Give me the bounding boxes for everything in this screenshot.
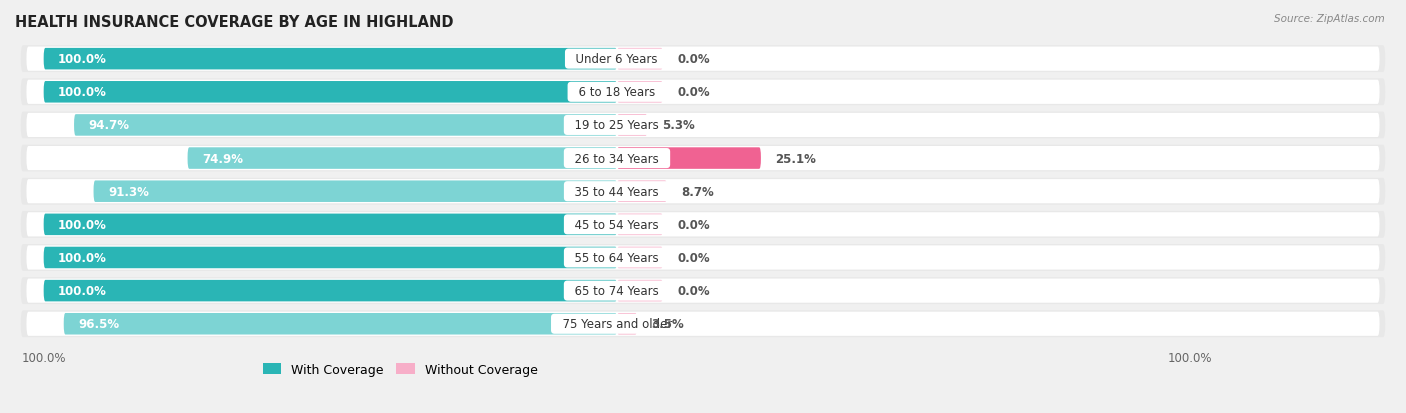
Text: 94.7%: 94.7% — [89, 119, 129, 132]
Text: 0.0%: 0.0% — [678, 218, 710, 231]
Text: 6 to 18 Years: 6 to 18 Years — [571, 86, 662, 99]
FancyBboxPatch shape — [617, 82, 662, 103]
FancyBboxPatch shape — [617, 214, 662, 235]
FancyBboxPatch shape — [617, 148, 761, 169]
FancyBboxPatch shape — [21, 79, 1385, 106]
Text: 100.0%: 100.0% — [58, 285, 107, 297]
Text: 0.0%: 0.0% — [678, 86, 710, 99]
FancyBboxPatch shape — [44, 49, 617, 70]
Text: Source: ZipAtlas.com: Source: ZipAtlas.com — [1274, 14, 1385, 24]
Text: 0.0%: 0.0% — [678, 53, 710, 66]
Text: 96.5%: 96.5% — [79, 318, 120, 330]
Legend: With Coverage, Without Coverage: With Coverage, Without Coverage — [263, 363, 538, 376]
Text: 100.0%: 100.0% — [58, 218, 107, 231]
FancyBboxPatch shape — [75, 115, 617, 136]
Text: 100.0%: 100.0% — [58, 53, 107, 66]
FancyBboxPatch shape — [44, 214, 617, 235]
Text: 19 to 25 Years: 19 to 25 Years — [568, 119, 666, 132]
FancyBboxPatch shape — [94, 181, 617, 202]
FancyBboxPatch shape — [27, 246, 1379, 270]
Text: 8.7%: 8.7% — [682, 185, 714, 198]
FancyBboxPatch shape — [27, 81, 1379, 104]
FancyBboxPatch shape — [44, 247, 617, 268]
Text: 91.3%: 91.3% — [108, 185, 149, 198]
Text: 100.0%: 100.0% — [58, 86, 107, 99]
FancyBboxPatch shape — [27, 279, 1379, 303]
FancyBboxPatch shape — [27, 114, 1379, 138]
Text: 26 to 34 Years: 26 to 34 Years — [568, 152, 666, 165]
FancyBboxPatch shape — [21, 178, 1385, 205]
FancyBboxPatch shape — [21, 244, 1385, 271]
Text: 74.9%: 74.9% — [202, 152, 243, 165]
FancyBboxPatch shape — [27, 312, 1379, 336]
Text: 75 Years and older: 75 Years and older — [554, 318, 679, 330]
FancyBboxPatch shape — [44, 82, 617, 103]
FancyBboxPatch shape — [187, 148, 617, 169]
FancyBboxPatch shape — [21, 46, 1385, 73]
Text: 25.1%: 25.1% — [775, 152, 815, 165]
FancyBboxPatch shape — [21, 112, 1385, 139]
Text: 0.0%: 0.0% — [678, 285, 710, 297]
FancyBboxPatch shape — [27, 180, 1379, 204]
Text: 3.5%: 3.5% — [651, 318, 685, 330]
Text: 100.0%: 100.0% — [58, 252, 107, 264]
FancyBboxPatch shape — [617, 313, 637, 335]
FancyBboxPatch shape — [21, 211, 1385, 238]
FancyBboxPatch shape — [617, 280, 662, 301]
FancyBboxPatch shape — [27, 147, 1379, 171]
FancyBboxPatch shape — [617, 49, 662, 70]
Text: 0.0%: 0.0% — [678, 252, 710, 264]
Text: 45 to 54 Years: 45 to 54 Years — [568, 218, 666, 231]
FancyBboxPatch shape — [27, 47, 1379, 71]
FancyBboxPatch shape — [21, 311, 1385, 337]
FancyBboxPatch shape — [21, 145, 1385, 172]
FancyBboxPatch shape — [27, 213, 1379, 237]
Text: 5.3%: 5.3% — [662, 119, 695, 132]
Text: 65 to 74 Years: 65 to 74 Years — [568, 285, 666, 297]
FancyBboxPatch shape — [63, 313, 617, 335]
Text: HEALTH INSURANCE COVERAGE BY AGE IN HIGHLAND: HEALTH INSURANCE COVERAGE BY AGE IN HIGH… — [15, 15, 454, 30]
FancyBboxPatch shape — [617, 181, 666, 202]
FancyBboxPatch shape — [617, 247, 662, 268]
Text: 55 to 64 Years: 55 to 64 Years — [568, 252, 666, 264]
FancyBboxPatch shape — [617, 115, 647, 136]
FancyBboxPatch shape — [21, 278, 1385, 304]
FancyBboxPatch shape — [44, 280, 617, 301]
Text: Under 6 Years: Under 6 Years — [568, 53, 665, 66]
Text: 35 to 44 Years: 35 to 44 Years — [568, 185, 666, 198]
